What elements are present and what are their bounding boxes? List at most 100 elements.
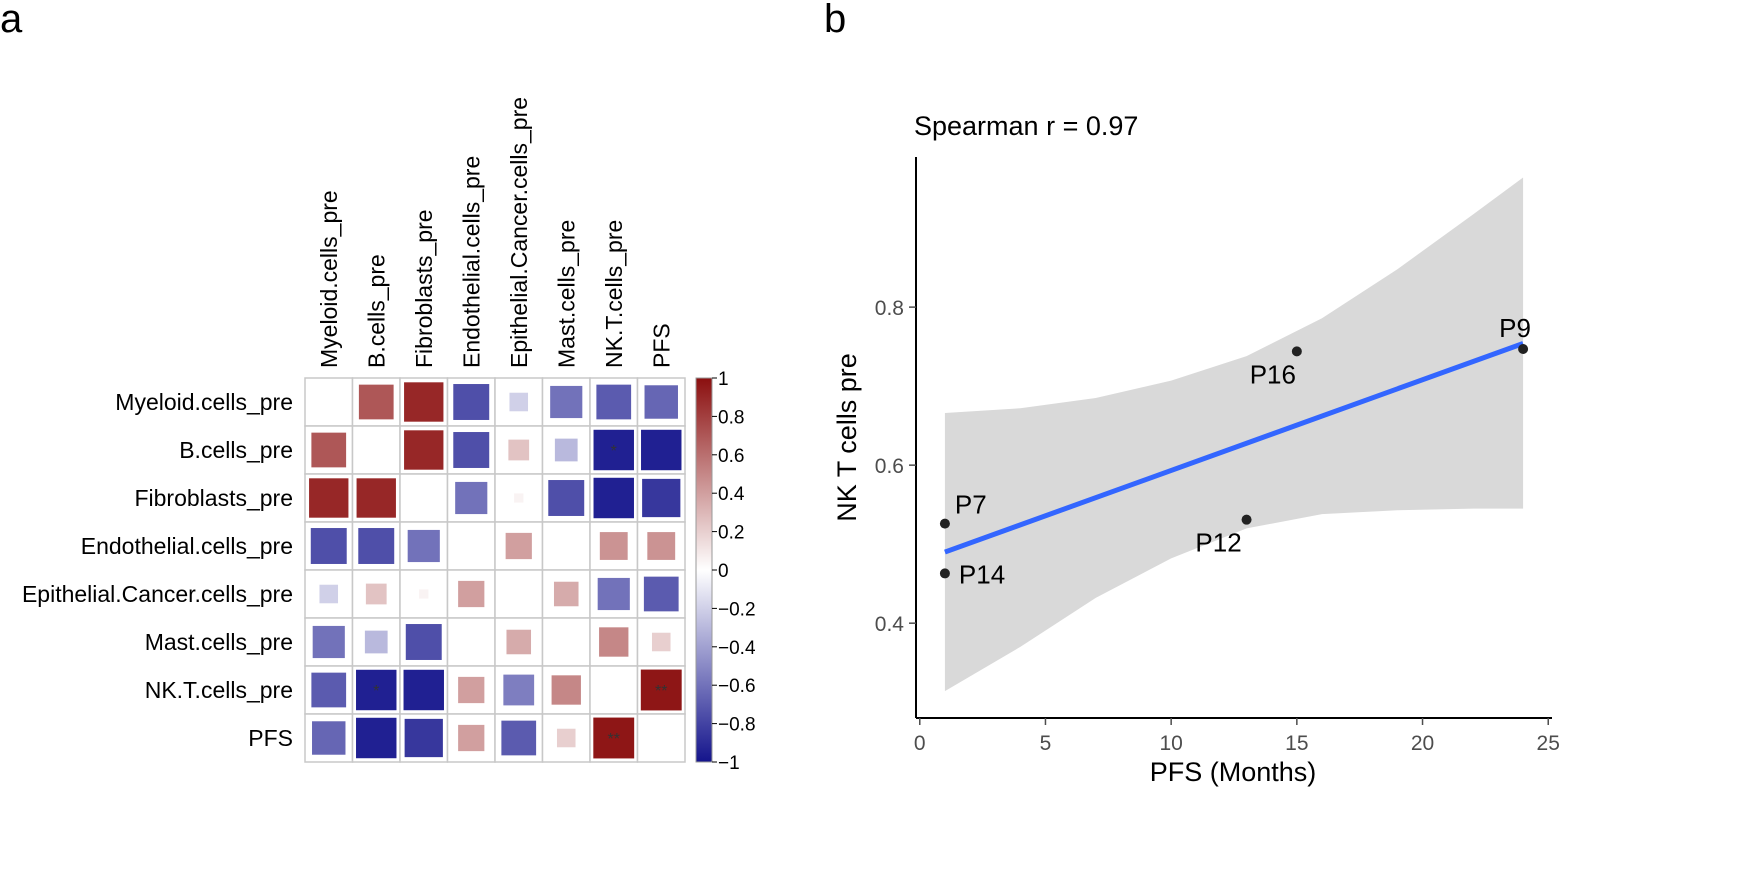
correlation-square-6-1 <box>356 669 397 711</box>
x-tick-label-0: 0 <box>914 732 926 755</box>
row-label-3: Endothelial.cells_pre <box>81 533 293 559</box>
colorbar-tick-label-8: −0.6 <box>718 676 756 697</box>
x-tick-label-2: 10 <box>1159 732 1182 755</box>
correlation-square-0-5 <box>550 385 583 419</box>
correlation-square-7-5 <box>556 728 576 748</box>
heatmap-cell-2-2 <box>399 473 449 523</box>
colorbar-tick-label-6: −0.2 <box>718 599 756 620</box>
column-label-4: Epithelial.Cancer.cells_pre <box>506 97 532 368</box>
correlation-square-7-3 <box>458 724 485 752</box>
panel-label-a: a <box>0 0 23 41</box>
correlation-square-3-1 <box>358 528 395 564</box>
point-label-p7: P7 <box>955 490 987 520</box>
row-label-4: Epithelial.Cancer.cells_pre <box>22 581 293 607</box>
column-label-6: NK.T.cells_pre <box>601 220 627 368</box>
x-axis-title: PFS (Months) <box>1150 757 1317 787</box>
heatmap-cell-3-5 <box>541 521 591 571</box>
heatmap-cell-0-0 <box>304 377 354 427</box>
data-point-p9 <box>1518 344 1529 355</box>
correlation-square-2-0 <box>309 478 349 518</box>
correlation-square-6-2 <box>403 669 444 711</box>
row-label-6: NK.T.cells_pre <box>145 677 293 703</box>
correlation-square-0-1 <box>358 384 394 420</box>
correlation-square-1-3 <box>453 432 490 468</box>
data-point-p14 <box>939 568 950 579</box>
column-label-5: Mast.cells_pre <box>553 220 579 368</box>
row-label-5: Mast.cells_pre <box>145 629 293 655</box>
heatmap-cell-4-4 <box>494 569 544 619</box>
column-label-0: Myeloid.cells_pre <box>316 190 342 368</box>
correlation-square-2-4 <box>514 493 524 503</box>
correlation-square-4-6 <box>597 577 630 611</box>
correlation-square-2-3 <box>455 481 488 515</box>
correlation-square-2-7 <box>642 478 681 518</box>
correlation-square-4-2 <box>419 589 429 599</box>
correlation-square-4-5 <box>553 581 579 607</box>
correlation-square-1-7 <box>641 429 682 471</box>
scatter-plot: P7 P14 P12 P16 P9 0 5 10 15 20 25 0.4 0.6 0.8 PFS (Mon… <box>832 111 1560 787</box>
colorbar-tick-label-9: −0.8 <box>718 715 756 736</box>
correlation-square-4-1 <box>365 583 387 605</box>
colorbar-tick-label-0: 1 <box>718 369 729 390</box>
correlation-square-0-2 <box>404 382 444 422</box>
correlation-square-0-4 <box>509 392 529 412</box>
row-label-1: B.cells_pre <box>179 437 293 463</box>
significance-mark-2: ** <box>655 683 667 700</box>
point-label-p16: P16 <box>1250 359 1296 389</box>
correlation-square-0-6 <box>596 384 632 420</box>
colorbar-tick-label-10: −1 <box>718 753 740 774</box>
colorbar-gradient <box>695 377 713 763</box>
correlation-square-6-0 <box>311 672 347 708</box>
heatmap-cell-1-1 <box>351 425 401 475</box>
row-label-7: PFS <box>248 725 293 751</box>
regression-line <box>944 341 1524 555</box>
data-point-p16 <box>1291 346 1302 357</box>
correlation-square-1-6 <box>593 429 634 471</box>
correlation-square-7-0 <box>312 721 346 755</box>
correlation-square-2-5 <box>548 480 585 516</box>
correlation-square-5-6 <box>599 627 629 657</box>
data-point-p7 <box>939 518 950 529</box>
x-tick-label-3: 15 <box>1285 732 1308 755</box>
heatmap-cell-7-7 <box>636 713 686 763</box>
correlation-square-7-1 <box>356 717 397 759</box>
column-label-2: Fibroblasts_pre <box>411 209 437 368</box>
correlation-square-2-6 <box>593 477 634 519</box>
colorbar-tick-label-5: 0 <box>718 561 729 582</box>
correlation-square-3-4 <box>505 532 532 560</box>
correlation-square-5-1 <box>364 630 388 654</box>
correlation-square-6-7 <box>640 669 682 711</box>
correlation-square-1-4 <box>508 439 530 461</box>
x-tick-label-5: 25 <box>1537 732 1560 755</box>
colorbar-tick-label-7: −0.4 <box>718 638 756 659</box>
colorbar-tick-label-2: 0.6 <box>718 446 744 467</box>
correlation-square-5-0 <box>312 625 345 659</box>
correlation-square-2-1 <box>356 478 396 518</box>
correlation-square-3-0 <box>310 528 347 564</box>
correlation-square-6-5 <box>551 675 581 705</box>
correlation-square-0-7 <box>644 385 678 419</box>
heatmap-cell-3-3 <box>446 521 496 571</box>
correlation-square-7-6 <box>593 717 635 759</box>
y-tick-label-0: 0.4 <box>875 613 905 636</box>
significance-mark-1: * <box>373 683 379 700</box>
column-label-3: Endothelial.cells_pre <box>458 156 484 368</box>
confidence-band <box>944 177 1524 692</box>
correlation-square-7-2 <box>404 718 443 758</box>
y-tick-label-2: 0.8 <box>875 297 904 320</box>
correlation-square-1-0 <box>311 432 347 468</box>
correlation-square-6-4 <box>503 674 535 706</box>
correlation-square-3-2 <box>407 529 440 563</box>
correlation-square-4-3 <box>458 580 485 608</box>
point-label-p12: P12 <box>1195 528 1241 558</box>
correlation-square-3-7 <box>647 532 676 560</box>
colorbar-tick-label-3: 0.4 <box>718 484 745 505</box>
significance-mark-3: ** <box>608 731 620 748</box>
correlation-square-5-7 <box>651 632 671 652</box>
correlation-heatmap: ** ****Myeloid.cells_preMyeloid.cells_pre… <box>22 97 686 763</box>
row-label-0: Myeloid.cells_pre <box>115 389 293 415</box>
chart-title-spearman: Spearman r = 0.97 <box>914 111 1138 141</box>
correlation-square-0-3 <box>453 384 490 420</box>
correlation-square-4-0 <box>319 584 339 604</box>
